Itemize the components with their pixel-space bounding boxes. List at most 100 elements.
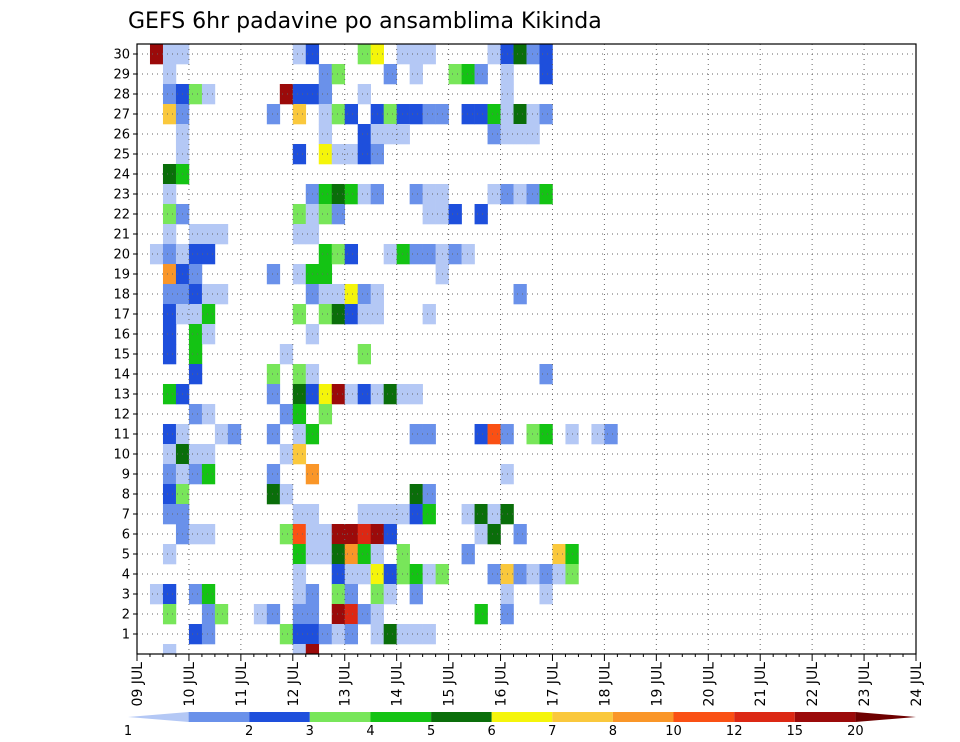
colorbar-swatch xyxy=(188,712,250,722)
heatmap-cell xyxy=(357,184,371,205)
colorbar-label: 8 xyxy=(609,724,617,739)
heatmap-cell xyxy=(149,44,164,65)
heatmap-cell xyxy=(162,344,177,365)
heatmap-cell xyxy=(383,244,397,265)
heatmap-cell xyxy=(422,184,436,205)
heatmap-cell xyxy=(162,324,177,345)
heatmap-cell xyxy=(422,564,436,585)
heatmap-cell xyxy=(409,424,423,445)
colorbar-swatch xyxy=(249,712,310,722)
y-tick-label: 14 xyxy=(113,368,130,383)
heatmap-cell xyxy=(318,64,333,85)
heatmap-cell xyxy=(292,644,307,655)
colorbar-label: 5 xyxy=(427,724,435,739)
heatmap-cell xyxy=(162,224,177,245)
y-tick-label: 18 xyxy=(113,288,130,303)
colorbar-label: 20 xyxy=(847,724,864,739)
heatmap-cell xyxy=(292,304,307,325)
x-tick-label: 23 JUL xyxy=(857,662,873,707)
heatmap-cell xyxy=(162,204,177,225)
y-tick-label: 29 xyxy=(113,68,130,83)
y-tick-label: 5 xyxy=(122,548,130,563)
heatmap-cell xyxy=(318,184,333,205)
heatmap-cell xyxy=(162,244,177,265)
heatmap-cell xyxy=(162,424,177,445)
heatmap-cell xyxy=(292,404,307,425)
heatmap-cell xyxy=(292,424,307,445)
heatmap-cell xyxy=(383,584,397,605)
heatmap-cell xyxy=(188,404,203,425)
heatmap-cell xyxy=(526,124,540,145)
colorbar: 1 2 3 4 5 6 7 8 10 12 15 20 xyxy=(124,712,916,739)
heatmap-cell xyxy=(162,284,177,305)
heatmap-cell xyxy=(331,384,346,405)
heatmap-cell xyxy=(344,584,359,605)
heatmap-cell xyxy=(448,244,462,265)
heatmap-cell xyxy=(227,424,242,445)
heatmap-cell xyxy=(526,104,540,125)
heatmap-cell xyxy=(162,484,177,505)
heatmap-cell xyxy=(214,604,229,625)
heatmap-cell xyxy=(201,324,216,345)
heatmap-cell xyxy=(279,524,294,545)
heatmap-cell xyxy=(552,564,566,585)
heatmap-cell xyxy=(201,604,216,625)
heatmap-cell xyxy=(396,564,410,585)
heatmap-cell xyxy=(292,564,307,585)
heatmap-cell xyxy=(357,44,371,65)
x-tick-label: 20 JUL xyxy=(701,662,717,707)
chart-title: GEFS 6hr padavine po ansamblima Kikinda xyxy=(128,9,602,34)
heatmap-cell xyxy=(487,424,501,445)
heatmap-cell xyxy=(318,304,333,325)
heatmap-cell xyxy=(292,224,307,245)
heatmap-cell xyxy=(487,44,501,65)
heatmap-cell xyxy=(266,384,281,405)
heatmap-cell xyxy=(422,104,436,125)
heatmap-cell xyxy=(383,564,397,585)
y-tick-label: 10 xyxy=(113,448,130,463)
x-tick-label: 17 JUL xyxy=(546,662,562,707)
heatmap-cell xyxy=(396,384,410,405)
heatmap-cell xyxy=(474,64,488,85)
heatmap-cells xyxy=(149,44,618,655)
heatmap-cell xyxy=(552,544,566,565)
heatmap-cell xyxy=(331,604,346,625)
heatmap-cell xyxy=(448,204,462,225)
heatmap-cell xyxy=(539,64,553,85)
heatmap-cell xyxy=(383,124,397,145)
heatmap-cell xyxy=(214,424,229,445)
heatmap-cell xyxy=(409,44,423,65)
y-tick-label: 2 xyxy=(122,608,130,623)
heatmap-cell xyxy=(318,84,333,105)
heatmap-cell xyxy=(604,424,618,445)
heatmap-cell xyxy=(422,484,436,505)
heatmap-cell xyxy=(331,144,346,165)
heatmap-cell xyxy=(357,304,371,325)
heatmap-cell xyxy=(396,44,410,65)
colorbar-swatch xyxy=(855,712,916,722)
colorbar-swatch xyxy=(431,712,492,722)
heatmap-cell xyxy=(331,304,346,325)
heatmap-cell xyxy=(357,524,371,545)
heatmap-cell xyxy=(383,524,397,545)
y-tick-label: 8 xyxy=(122,488,130,503)
x-axis-ticks: 09 JUL 10 JUL 11 JUL 12 JUL 13 JUL 14 JUL 15 J… xyxy=(130,654,925,706)
heatmap-cell xyxy=(357,564,371,585)
heatmap-cell xyxy=(487,104,501,125)
heatmap-cell xyxy=(162,384,177,405)
x-tick-label: 22 JUL xyxy=(805,662,821,707)
heatmap-cell xyxy=(331,284,346,305)
heatmap-cell xyxy=(344,544,359,565)
heatmap-cell xyxy=(331,64,346,85)
colorbar-label: 2 xyxy=(245,724,253,739)
heatmap-cell xyxy=(162,264,177,285)
heatmap-cell xyxy=(318,524,333,545)
heatmap-cell xyxy=(526,564,540,585)
heatmap-cell xyxy=(474,604,488,625)
heatmap-cell xyxy=(396,124,410,145)
y-tick-label: 17 xyxy=(113,308,130,323)
colorbar-swatch xyxy=(734,712,795,722)
heatmap-cell xyxy=(201,284,216,305)
heatmap-cell xyxy=(318,624,333,645)
y-tick-label: 28 xyxy=(113,88,130,103)
